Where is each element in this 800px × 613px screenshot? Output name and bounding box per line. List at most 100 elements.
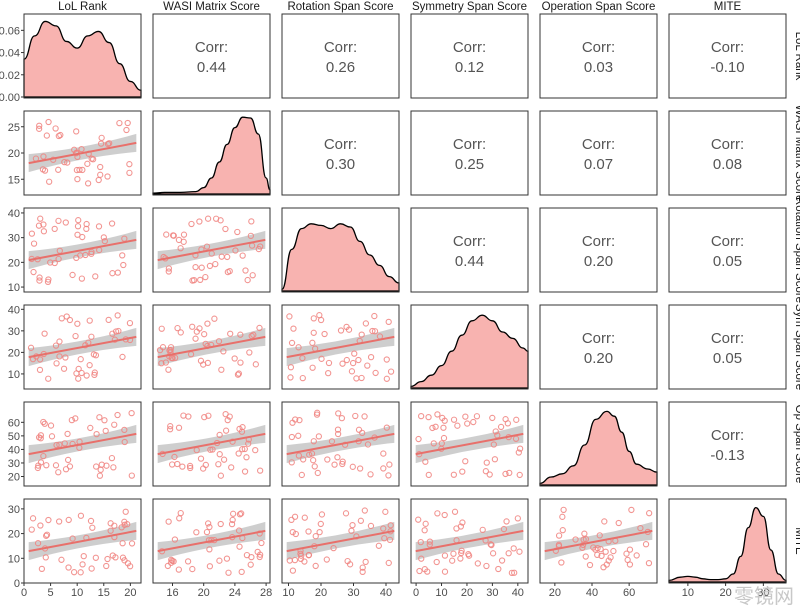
data-point (124, 119, 131, 127)
data-point (348, 368, 356, 375)
data-point (226, 413, 233, 420)
data-point (58, 556, 65, 563)
density-curve (668, 506, 787, 583)
y-tick-label: 30 (8, 458, 20, 470)
data-point (97, 140, 105, 147)
data-point (192, 335, 199, 342)
data-point (495, 565, 502, 573)
data-point (65, 516, 72, 524)
data-point (310, 438, 317, 445)
data-point (236, 425, 243, 433)
data-point (55, 217, 62, 225)
data-point (126, 161, 133, 168)
data-point (34, 464, 42, 472)
data-point (55, 132, 63, 140)
data-point (287, 364, 295, 371)
density-curve (539, 410, 658, 486)
smooth-line (28, 529, 137, 553)
data-point (158, 360, 165, 367)
data-point (239, 424, 246, 431)
data-point (610, 547, 617, 555)
data-point (74, 231, 81, 238)
panel-3-5 (668, 304, 787, 390)
data-point (101, 417, 108, 424)
data-point (119, 353, 126, 361)
data-point (382, 508, 389, 515)
data-point (235, 527, 243, 534)
data-point (605, 557, 612, 564)
data-point (439, 414, 446, 422)
data-point (292, 416, 299, 423)
data-point (300, 456, 307, 463)
data-point (203, 528, 211, 536)
data-point (600, 564, 607, 571)
data-point (55, 469, 62, 476)
data-point (204, 520, 212, 527)
panel-border (152, 498, 271, 584)
data-point (40, 228, 48, 235)
data-point (579, 544, 586, 551)
data-point (237, 331, 244, 338)
data-point (75, 217, 82, 224)
column-header: LoL Rank (58, 1, 107, 13)
data-point (41, 330, 48, 337)
panel-0-3 (410, 13, 529, 99)
data-point (241, 468, 249, 475)
data-point (349, 463, 356, 470)
corr-label: Corr: (582, 330, 615, 347)
data-point (226, 268, 233, 275)
data-point (120, 261, 127, 269)
data-point (645, 510, 653, 517)
data-point (64, 159, 71, 166)
column-header: WASI Matrix Score (163, 1, 260, 13)
x-tick-label: 5 (48, 587, 54, 599)
data-point (348, 527, 355, 534)
panel-3-1 (152, 304, 271, 390)
data-point (312, 562, 319, 570)
data-point (165, 265, 173, 272)
data-point (559, 513, 566, 520)
column-header: Operation Span Score (542, 1, 656, 13)
x-tick-label: 20 (461, 587, 473, 599)
data-point (502, 470, 509, 478)
data-point (601, 518, 608, 525)
data-point (84, 160, 91, 167)
data-point (118, 524, 125, 531)
data-point (96, 472, 104, 479)
data-point (189, 323, 196, 330)
corr-label: Corr: (582, 233, 615, 250)
panel-border (539, 207, 658, 293)
panel-border (23, 401, 142, 487)
data-point (43, 132, 50, 139)
data-point (256, 553, 263, 561)
corr-label: Corr: (582, 39, 615, 56)
data-point (93, 463, 100, 470)
data-point (349, 522, 356, 529)
data-point (190, 277, 198, 284)
data-point (64, 456, 72, 464)
data-point (334, 454, 341, 461)
x-tick-label: 30 (757, 587, 769, 599)
data-point (305, 528, 312, 535)
smooth-line (157, 529, 266, 553)
data-point (45, 516, 52, 524)
data-point (121, 426, 128, 434)
panel-4-3 (410, 401, 529, 487)
data-point (172, 354, 179, 362)
data-point (441, 568, 449, 575)
data-point (244, 276, 251, 284)
data-point (516, 445, 524, 452)
data-point (586, 561, 594, 569)
corr-label: Corr: (324, 39, 357, 56)
data-point (633, 552, 640, 559)
data-point (43, 531, 51, 538)
data-point (121, 438, 128, 446)
data-point (325, 369, 332, 377)
data-point (216, 557, 223, 564)
data-point (429, 424, 436, 432)
panel-border (152, 304, 271, 390)
panel-border (539, 13, 658, 99)
data-point (107, 520, 114, 527)
data-point (375, 542, 382, 549)
data-point (500, 525, 508, 533)
